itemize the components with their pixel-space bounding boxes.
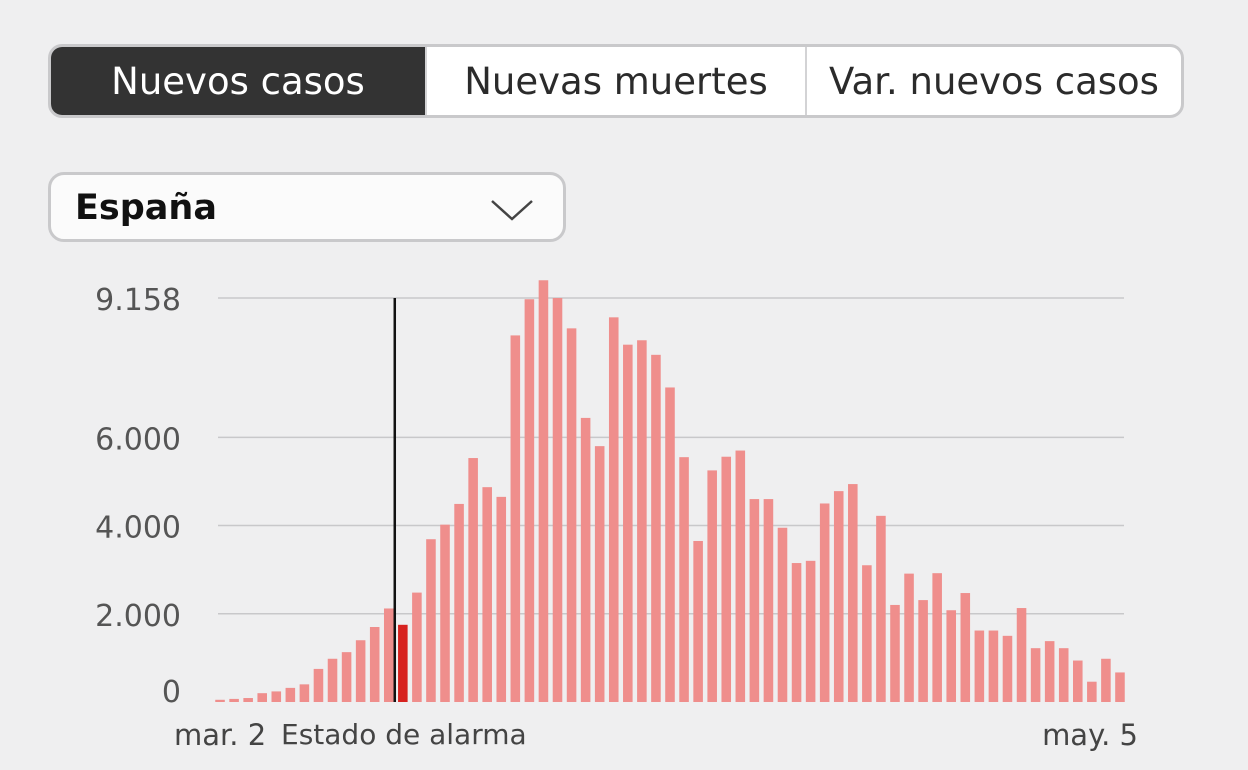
bar	[932, 573, 942, 702]
region-select-value: España	[75, 188, 217, 228]
bar	[285, 687, 296, 702]
bar	[848, 484, 858, 702]
bar	[904, 573, 914, 702]
bar	[524, 299, 535, 702]
bar	[243, 698, 253, 702]
x-end-label: may. 5	[1042, 718, 1138, 752]
bar	[271, 691, 282, 702]
bar	[651, 354, 661, 702]
bar	[749, 499, 760, 702]
bar	[1030, 648, 1041, 702]
bar	[1087, 681, 1097, 702]
bar	[988, 630, 999, 702]
bar	[819, 503, 830, 702]
region-select[interactable]: España	[48, 172, 566, 242]
tab-var-nuevos-casos[interactable]: Var. nuevos casos	[805, 47, 1181, 115]
y-tick-label: 4.000	[95, 511, 181, 546]
bar	[355, 640, 366, 702]
bar	[890, 604, 900, 702]
bar	[1101, 658, 1111, 702]
bar	[299, 684, 310, 702]
bar	[876, 515, 886, 702]
bar	[707, 470, 717, 702]
bar	[805, 560, 816, 702]
y-tick-label: 6.000	[95, 422, 181, 457]
bar	[369, 627, 380, 702]
bar	[229, 698, 239, 702]
bar	[313, 668, 324, 702]
bar	[1002, 635, 1013, 702]
bar	[580, 417, 591, 702]
y-tick-label: 0	[162, 675, 181, 710]
bar	[1016, 608, 1027, 702]
y-tick-label: 2.000	[95, 599, 181, 634]
bar	[257, 693, 267, 702]
bar	[426, 539, 436, 702]
bar	[946, 610, 957, 702]
bar	[974, 630, 985, 702]
bar	[538, 280, 549, 702]
bar	[623, 344, 633, 702]
bar	[412, 592, 422, 702]
bar	[763, 499, 774, 702]
bar	[1115, 672, 1125, 702]
bar	[215, 699, 225, 702]
bar	[468, 458, 478, 702]
bar	[960, 593, 971, 702]
bar	[552, 298, 563, 702]
bar	[665, 387, 675, 702]
bar	[1044, 641, 1055, 702]
bar	[608, 317, 619, 702]
bar	[1058, 648, 1069, 702]
bar	[341, 652, 352, 702]
bar	[791, 563, 802, 702]
bar	[566, 328, 577, 702]
bar	[440, 524, 450, 702]
bar	[693, 540, 703, 702]
bar	[398, 624, 408, 702]
bar	[833, 491, 844, 702]
bar	[383, 608, 394, 702]
bar	[862, 565, 872, 702]
bar	[327, 658, 338, 702]
bar	[735, 450, 746, 702]
metric-tabs: Nuevos casos Nuevas muertes Var. nuevos …	[48, 44, 1184, 118]
bar	[510, 335, 521, 702]
bar	[777, 527, 788, 702]
bar	[1073, 660, 1083, 702]
bar	[679, 457, 689, 702]
bar	[918, 600, 928, 702]
bar	[637, 340, 647, 702]
annotation-label: Estado de alarma	[281, 718, 527, 751]
x-start-label: mar. 2	[174, 718, 266, 752]
chevron-down-icon[interactable]	[488, 196, 536, 224]
bar	[594, 446, 605, 702]
bar	[482, 487, 492, 702]
tab-nuevos-casos[interactable]: Nuevos casos	[51, 47, 425, 115]
tab-nuevas-muertes[interactable]: Nuevas muertes	[425, 47, 805, 115]
bar	[454, 503, 464, 702]
bar	[721, 456, 732, 702]
y-tick-label: 9.158	[95, 283, 181, 318]
bar	[496, 496, 507, 702]
